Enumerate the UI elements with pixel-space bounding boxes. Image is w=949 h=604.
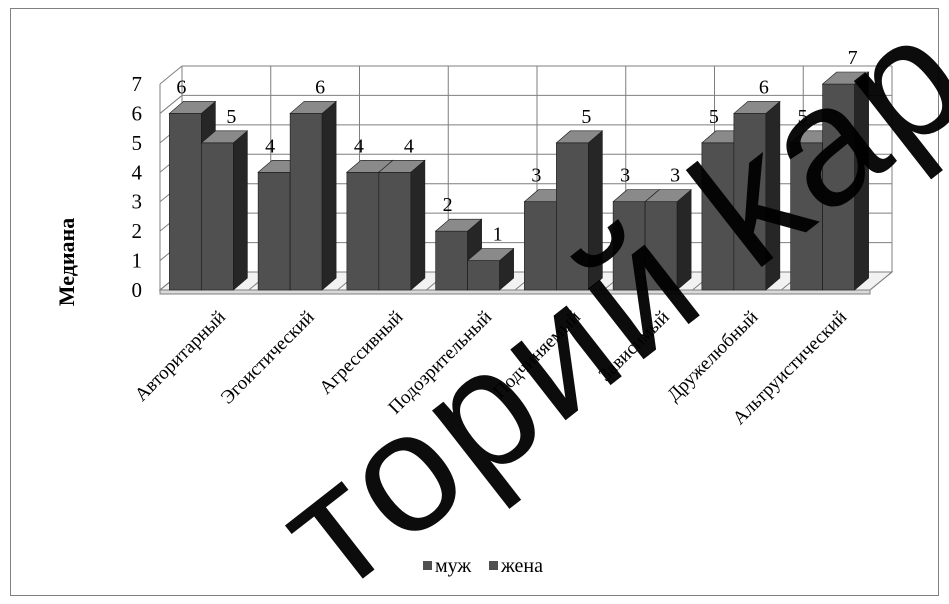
data-label: 4 bbox=[404, 135, 414, 157]
category-label: Эгоистический bbox=[217, 307, 319, 409]
data-label: 3 bbox=[670, 165, 680, 187]
bar bbox=[289, 100, 337, 291]
data-label: 3 bbox=[531, 165, 541, 187]
bar-front-face bbox=[524, 201, 557, 291]
bar bbox=[466, 247, 515, 291]
y-tick-label: 0 bbox=[132, 278, 143, 302]
chart-frame bbox=[10, 8, 939, 596]
bar bbox=[378, 159, 426, 291]
bar-front-face bbox=[346, 171, 380, 291]
legend-label: жена bbox=[500, 555, 543, 577]
y-tick-label: 5 bbox=[132, 131, 143, 155]
bar-top-face bbox=[821, 71, 870, 85]
floor-divider bbox=[869, 271, 893, 291]
bar bbox=[644, 189, 692, 291]
y-tick-label: 7 bbox=[132, 72, 143, 96]
y-tick-label: 4 bbox=[132, 160, 143, 184]
bar bbox=[821, 71, 870, 291]
bar-top-face bbox=[644, 189, 692, 203]
bars-layer bbox=[168, 71, 870, 291]
legend: муж жена bbox=[423, 555, 543, 577]
category-label: Авторитарный bbox=[131, 307, 230, 406]
bar-front-face bbox=[378, 171, 412, 291]
data-label: 5 bbox=[226, 106, 236, 128]
data-label: 3 bbox=[620, 165, 630, 187]
bar-front-face bbox=[644, 201, 678, 291]
y-tick-label: 6 bbox=[132, 101, 143, 125]
data-label: 7 bbox=[848, 47, 858, 69]
data-label: 1 bbox=[493, 224, 503, 246]
data-label: 4 bbox=[265, 135, 275, 157]
legend-swatch bbox=[423, 561, 432, 570]
data-label: 5 bbox=[798, 106, 808, 128]
data-label: 6 bbox=[315, 76, 325, 98]
bar-front-face bbox=[169, 113, 202, 291]
bar-top-face bbox=[378, 159, 426, 173]
bar-front-face bbox=[790, 142, 823, 291]
bar-front-face bbox=[467, 260, 500, 291]
bar-front-face bbox=[556, 142, 589, 291]
bar bbox=[555, 130, 604, 291]
data-label: 2 bbox=[443, 194, 453, 216]
bar-front-face bbox=[733, 113, 767, 291]
legend-label: муж bbox=[435, 555, 471, 577]
y-tick-labels: 0 1 2 3 4 5 6 7 bbox=[132, 72, 143, 302]
bar-front-face bbox=[289, 113, 323, 291]
bar-top-face bbox=[733, 101, 781, 114]
bar-top-face bbox=[434, 218, 483, 232]
bar-top-face bbox=[555, 130, 604, 144]
gridline-side bbox=[159, 95, 183, 114]
bar-top-face bbox=[200, 130, 249, 144]
bar-top-face bbox=[289, 101, 337, 114]
legend-swatch bbox=[489, 561, 498, 570]
bar bbox=[200, 130, 249, 291]
bar-front-face bbox=[822, 83, 855, 291]
bar-side-face bbox=[233, 130, 248, 291]
bar-side-face bbox=[321, 100, 337, 291]
bar-front-face bbox=[201, 142, 234, 291]
y-tick-label: 2 bbox=[132, 219, 143, 243]
data-labels: 6 5 4 6 4 4 2 1 3 5 3 3 5 6 5 7 bbox=[176, 47, 857, 246]
data-label: 6 bbox=[176, 76, 186, 98]
bar-side-face bbox=[410, 159, 426, 291]
y-tick-label: 1 bbox=[132, 249, 143, 273]
data-label: 6 bbox=[759, 76, 769, 98]
bar-front-face bbox=[701, 142, 735, 291]
bar-top-face bbox=[466, 248, 515, 261]
data-label: 5 bbox=[709, 106, 719, 128]
data-label: 4 bbox=[354, 135, 364, 157]
y-tick-label: 3 bbox=[132, 190, 143, 214]
bar-top-face bbox=[168, 101, 217, 114]
data-label: 5 bbox=[581, 106, 591, 128]
bar-front-face bbox=[257, 171, 291, 291]
watermark: торий kap bbox=[244, 0, 949, 604]
y-axis-label: Медиана bbox=[54, 218, 79, 306]
gridline-side bbox=[159, 65, 183, 85]
bar bbox=[733, 100, 781, 291]
bar-front-face bbox=[435, 230, 468, 291]
